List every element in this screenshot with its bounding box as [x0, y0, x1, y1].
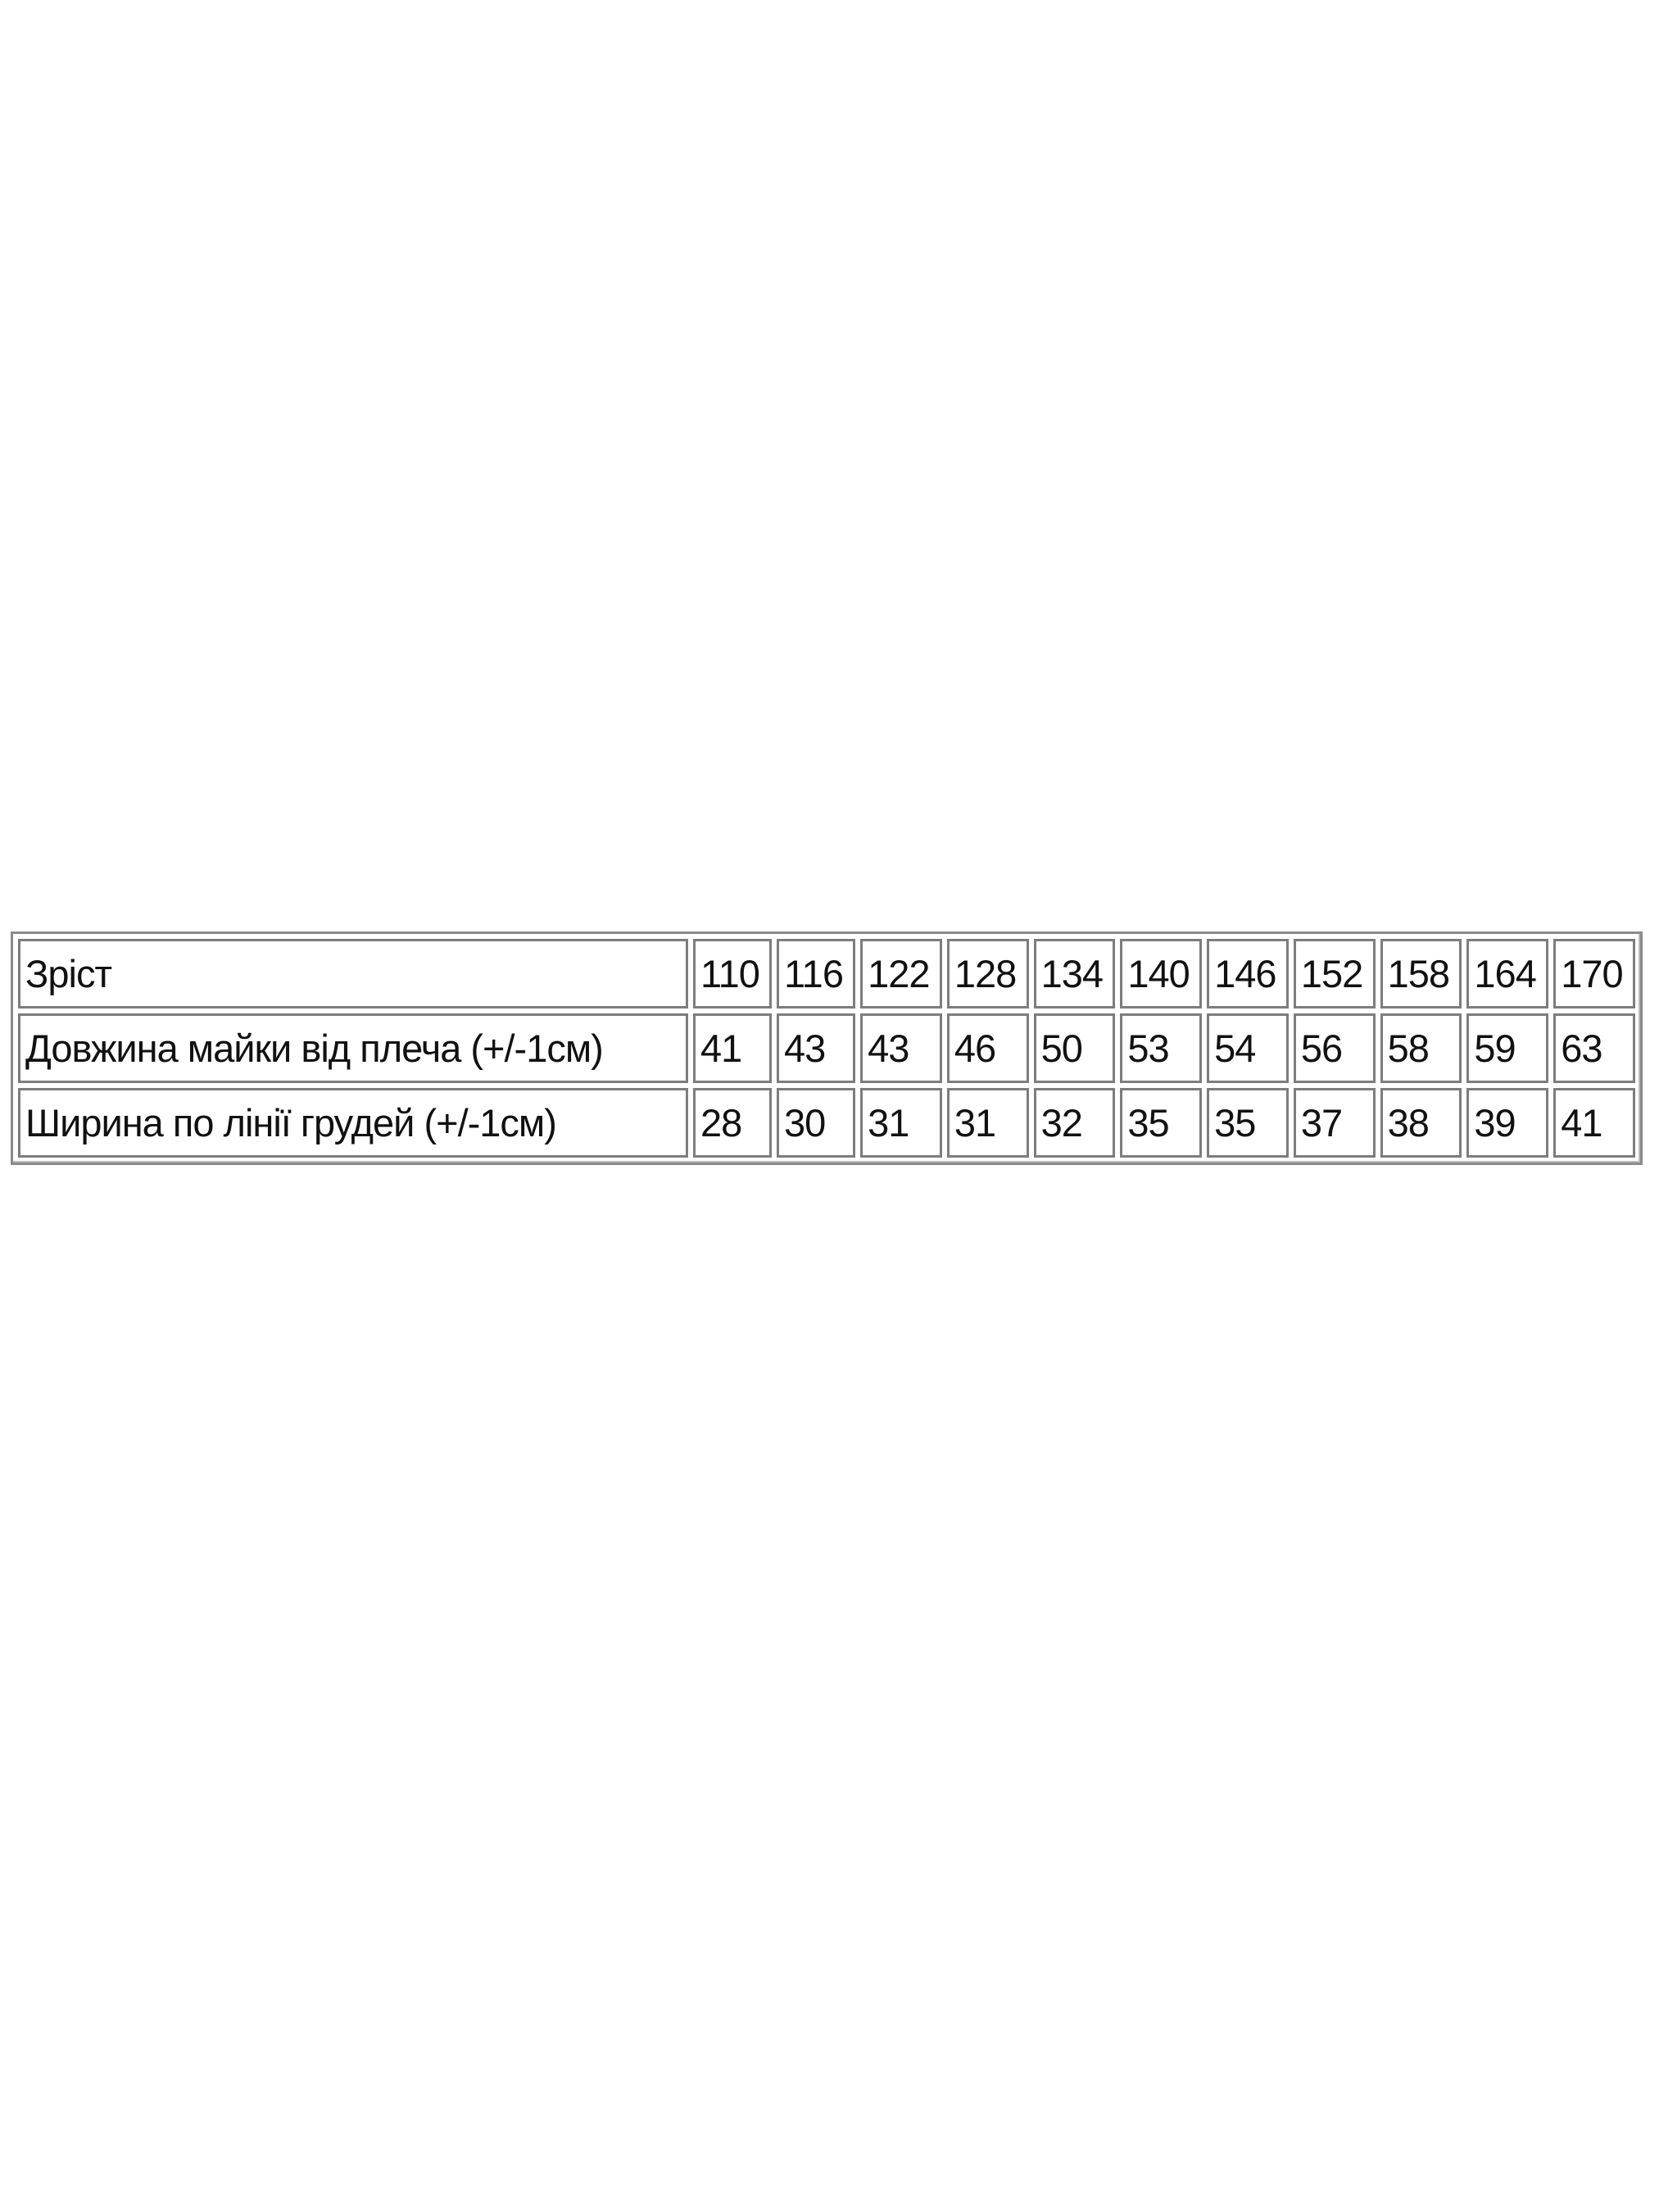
table-cell: 31: [946, 1088, 1029, 1158]
table-cell: 56: [1293, 1013, 1376, 1083]
row-label: Ширина по лінії грудей (+/-1см): [18, 1088, 688, 1158]
table-cell: 30: [777, 1088, 856, 1158]
table-cell: 59: [1466, 1013, 1549, 1083]
table-cell: 128: [946, 939, 1029, 1009]
table-cell: 35: [1120, 1088, 1203, 1158]
table-cell: 28: [693, 1088, 773, 1158]
table-cell: 35: [1207, 1088, 1289, 1158]
table-cell: 32: [1033, 1088, 1116, 1158]
table-cell: 110: [693, 939, 773, 1009]
table-cell: 53: [1120, 1013, 1203, 1083]
table-cell: 41: [1553, 1088, 1635, 1158]
table-cell: 46: [946, 1013, 1029, 1083]
table-cell: 50: [1033, 1013, 1116, 1083]
table-cell: 58: [1380, 1013, 1462, 1083]
table-cell: 140: [1120, 939, 1203, 1009]
table-cell: 43: [777, 1013, 856, 1083]
table-cell: 152: [1293, 939, 1376, 1009]
table-cell: 37: [1293, 1088, 1376, 1158]
table-row: Зріст 110 116 122 128 134 140 146 152 158 164 170: [18, 939, 1635, 1009]
table-cell: 122: [860, 939, 942, 1009]
table-cell: 43: [860, 1013, 942, 1083]
table-cell: 164: [1466, 939, 1549, 1009]
size-chart-table: Зріст 110 116 122 128 134 140 146 152 158 164 170 До…: [11, 931, 1643, 1165]
table-cell: 146: [1207, 939, 1289, 1009]
table-cell: 41: [693, 1013, 773, 1083]
table-cell: 38: [1380, 1088, 1462, 1158]
table-cell: 63: [1553, 1013, 1635, 1083]
table-cell: 116: [777, 939, 856, 1009]
row-label: Зріст: [18, 939, 688, 1009]
table-cell: 158: [1380, 939, 1462, 1009]
table-cell: 134: [1033, 939, 1116, 1009]
table-row: Ширина по лінії грудей (+/-1см) 28 30 31 31 3…: [18, 1088, 1635, 1158]
table-cell: 170: [1553, 939, 1635, 1009]
table-cell: 31: [860, 1088, 942, 1158]
table-row: Довжина майки від плеча (+/-1см) 41 43 43 46…: [18, 1013, 1635, 1083]
table-cell: 39: [1466, 1088, 1549, 1158]
row-label: Довжина майки від плеча (+/-1см): [18, 1013, 688, 1083]
table-cell: 54: [1207, 1013, 1289, 1083]
